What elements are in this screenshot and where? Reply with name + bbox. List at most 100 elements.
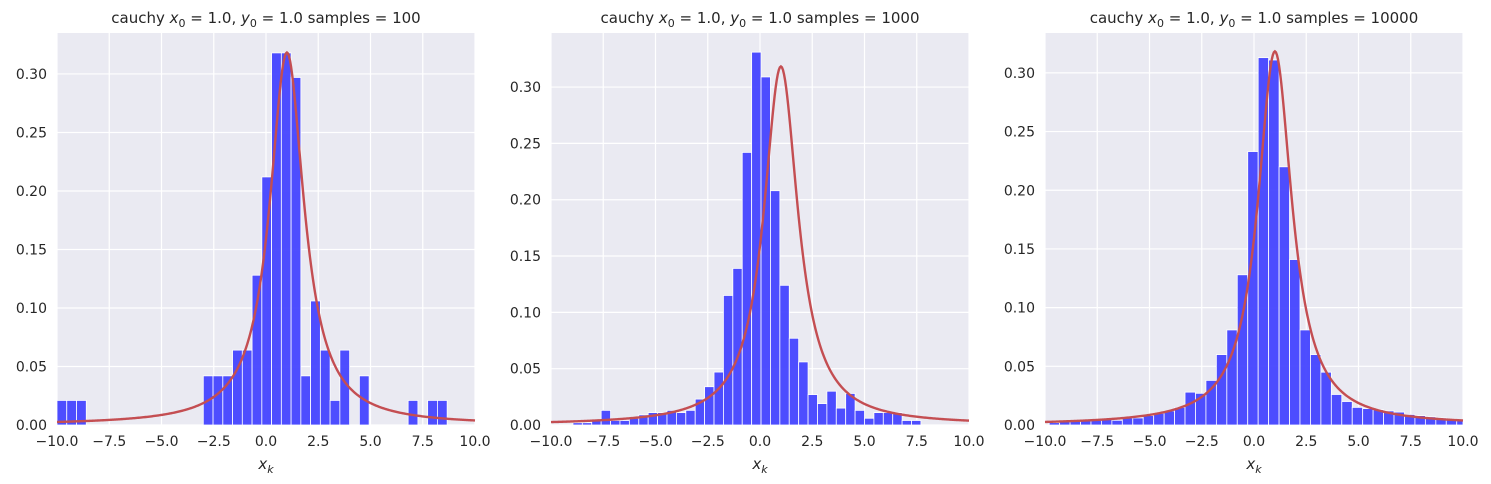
x-tick-label: −5.0 <box>145 434 179 450</box>
histogram-bar <box>1310 354 1322 426</box>
histogram-bar <box>619 420 630 426</box>
y-tick-label: 0.15 <box>1004 242 1035 258</box>
histogram-bar <box>1351 406 1364 426</box>
x-tick-label: 2.5 <box>1295 434 1317 450</box>
histogram-bar <box>1132 417 1144 426</box>
y-tick-label: 0.05 <box>16 359 47 375</box>
y-tick-label: 0.20 <box>510 193 541 209</box>
y-tick-label: 0.00 <box>510 418 541 434</box>
histogram-bar <box>770 190 781 426</box>
chart-title: cauchy x0 = 1.0, y0 = 1.0 samples = 1000 <box>601 9 920 30</box>
x-tick-label: 7.5 <box>412 434 434 450</box>
histogram-bar <box>826 390 837 426</box>
y-tick-label: 0.20 <box>16 184 47 200</box>
histogram-bar <box>685 409 696 426</box>
histogram-bar <box>437 400 448 426</box>
x-tick-label: 10.0 <box>953 434 984 450</box>
histogram-bar <box>329 400 341 426</box>
histogram-bar <box>280 52 292 426</box>
x-tick-label: −10.0 <box>1024 434 1067 450</box>
x-tick-label: 5.0 <box>359 434 381 450</box>
y-tick-label: 0.05 <box>510 362 541 378</box>
histogram-bar <box>882 412 894 426</box>
x-tick-label: 5.0 <box>1347 434 1369 450</box>
histogram-bar <box>835 407 847 426</box>
histogram-bar <box>1320 371 1332 426</box>
histogram-bar <box>1215 354 1228 426</box>
y-tick-label: 0.30 <box>510 80 541 96</box>
chart-panel-3: −10.0 −7.5 −5.0 −2.5 0.0 2.5 5.0 7.5 10.0 0.00 0.0… <box>1004 9 1479 476</box>
x-tick-label: −5.0 <box>1133 434 1167 450</box>
histogram-bar <box>845 393 856 426</box>
histogram-bar <box>241 349 253 426</box>
histogram-bar <box>271 52 282 426</box>
x-tick-label: 2.5 <box>801 434 823 450</box>
x-tick-label: 2.5 <box>307 434 329 450</box>
x-axis-label: xk <box>257 455 274 476</box>
x-tick-label: −7.5 <box>92 434 126 450</box>
x-tick-label: −2.5 <box>197 434 231 450</box>
y-tick-label: 0.30 <box>1004 66 1035 82</box>
histogram-bar <box>779 284 790 426</box>
histogram-bar <box>798 361 809 426</box>
cauchy-pdf-curve <box>550 64 970 424</box>
y-tick-label: 0.10 <box>1004 301 1035 317</box>
histogram-bar <box>873 412 884 426</box>
histogram-bar <box>407 400 419 426</box>
histogram-bar <box>854 409 865 426</box>
chart-panel-1: −10.0 −7.5 −5.0 −2.5 0.0 2.5 5.0 7.5 10.0 0.00 0.0… <box>16 9 491 476</box>
x-tick-label: 7.5 <box>906 434 928 450</box>
histogram-bar <box>427 400 438 426</box>
histogram-bar <box>1299 329 1311 426</box>
histogram-bar <box>1278 166 1290 426</box>
y-tick-label: 0.00 <box>1004 418 1035 434</box>
y-tick-label: 0.00 <box>16 418 47 434</box>
histogram-bar <box>713 371 724 426</box>
x-tick-label: −10.0 <box>530 434 573 450</box>
x-tick-label: 0.0 <box>1243 434 1265 450</box>
chart-title: cauchy x0 = 1.0, y0 = 1.0 samples = 1000… <box>1090 9 1419 30</box>
x-tick-label: −5.0 <box>639 434 673 450</box>
y-tick-label: 0.10 <box>16 301 47 317</box>
y-tick-label: 0.15 <box>16 242 47 258</box>
histogram-bar <box>261 176 272 426</box>
histogram-bar <box>817 403 828 426</box>
x-axis-label: xk <box>1245 455 1262 476</box>
histogram-bar <box>1142 415 1155 426</box>
y-tick-label: 0.10 <box>510 305 541 321</box>
cauchy-pdf-curve <box>1044 49 1464 424</box>
histogram-bar <box>600 409 611 426</box>
histogram-bar <box>741 152 753 426</box>
x-tick-label: 10.0 <box>459 434 490 450</box>
histogram-bar <box>807 394 818 426</box>
x-tick-label: 0.0 <box>749 434 771 450</box>
y-tick-label: 0.25 <box>16 125 47 141</box>
histogram-bar <box>76 400 87 426</box>
histogram-bar <box>1268 59 1280 426</box>
x-axis-label: xk <box>751 455 768 476</box>
histogram-bar <box>1289 259 1301 426</box>
y-tick-label: 0.25 <box>510 136 541 152</box>
x-tick-label: 10.0 <box>1447 434 1478 450</box>
histogram-bar <box>788 337 800 426</box>
histogram-bar <box>1257 57 1270 426</box>
y-tick-label: 0.05 <box>1004 359 1035 375</box>
histogram-bar <box>581 422 593 426</box>
histogram-bar <box>1362 408 1374 426</box>
x-tick-label: −2.5 <box>1185 434 1219 450</box>
x-tick-label: −10.0 <box>36 434 79 450</box>
x-tick-label: −7.5 <box>586 434 620 450</box>
histogram-bar <box>760 76 771 426</box>
histogram-bar <box>1048 422 1061 426</box>
histogram-bar <box>610 420 621 426</box>
x-tick-label: −7.5 <box>1080 434 1114 450</box>
cauchy-pdf-curve <box>56 50 476 424</box>
x-tick-label: 0.0 <box>255 434 277 450</box>
y-tick-label: 0.15 <box>510 249 541 265</box>
histogram-bar <box>212 375 224 426</box>
histogram-bar <box>1247 151 1259 426</box>
histogram-bar <box>290 77 302 426</box>
y-tick-label: 0.30 <box>16 67 47 83</box>
chart-title: cauchy x0 = 1.0, y0 = 1.0 samples = 100 <box>111 9 420 30</box>
